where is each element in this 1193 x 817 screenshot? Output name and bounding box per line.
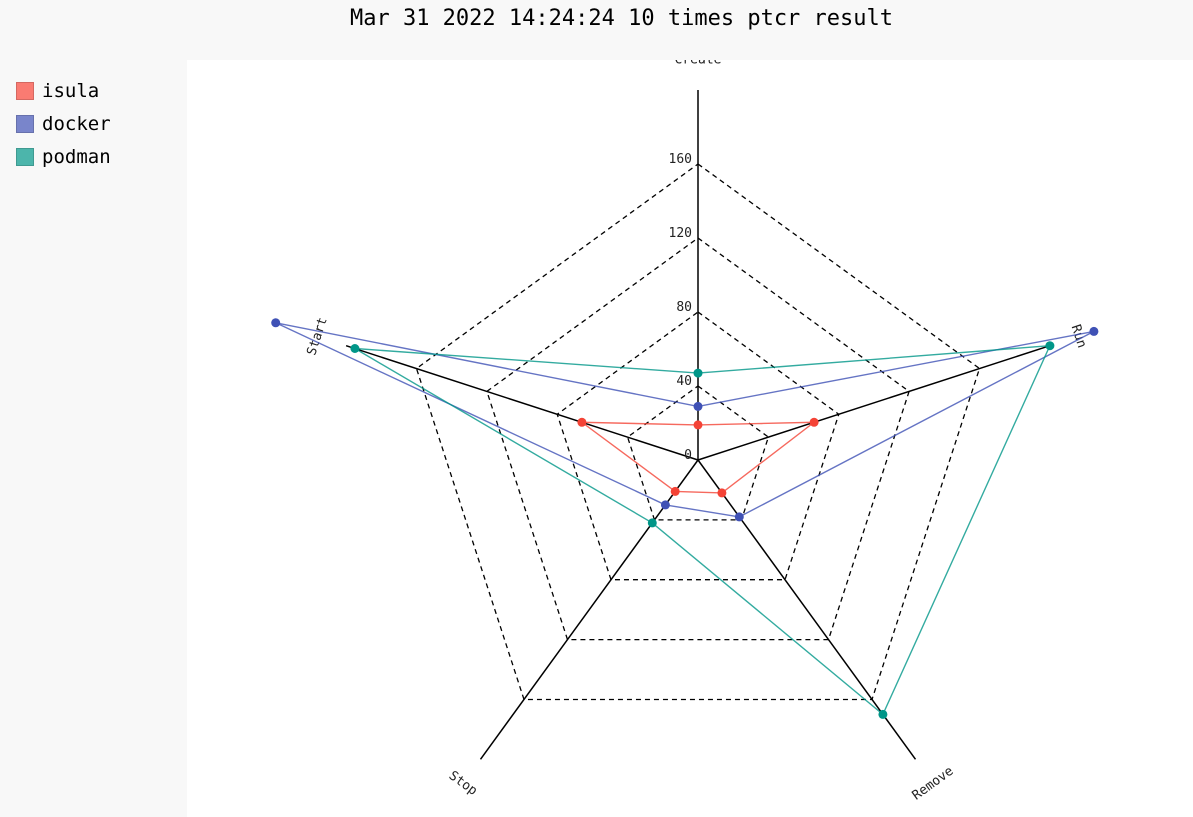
data-point-podman-create [693,368,703,378]
axis-label-start: Start [304,315,330,357]
legend-label: isula [42,79,100,102]
legend-item-isula[interactable]: isula [16,74,111,107]
legend-swatch [16,81,34,100]
series-line-isula [579,421,817,494]
grid-ring-40 [626,385,770,521]
data-point-isula-remove [717,488,727,498]
axis-label-run: Run [1068,323,1090,350]
series-podman [350,341,1055,719]
axis-label-create: Create [675,60,722,68]
series-docker [271,318,1099,522]
legend-label: podman [42,145,111,168]
axis-line-stop [479,459,699,760]
axis-line-start [345,344,699,461]
data-point-docker-remove [734,512,744,522]
series-line-docker [275,322,1095,518]
data-point-isula-create [693,420,703,430]
axis-line-run [697,344,1051,461]
legend-item-docker[interactable]: docker [16,107,111,140]
legend: isula docker podman [16,74,111,173]
tick-label: 160 [669,152,692,167]
grid-ring-80 [556,311,840,581]
grid-ring-120 [486,237,910,641]
tick-label: 80 [676,300,692,315]
data-point-podman-run [1045,341,1055,351]
data-point-docker-start [271,318,281,328]
axis-label-stop: Stop [446,768,480,799]
data-point-isula-stop [670,486,680,496]
data-point-podman-remove [878,709,888,719]
legend-swatch [16,147,34,166]
series-line-podman [354,344,1052,716]
tick-label: 40 [676,374,692,389]
legend-item-podman[interactable]: podman [16,140,111,173]
series-isula [577,417,819,498]
data-point-isula-run [809,417,819,427]
plot-area: Create Run Remove Stop Start 0 40 80 120 160 [187,60,1193,817]
data-point-podman-stop [647,518,657,528]
tick-label: 0 [684,448,692,463]
legend-label: docker [42,112,111,135]
tick-label: 120 [669,226,692,241]
grid-ring-160 [415,163,981,701]
legend-swatch [16,114,34,133]
axis-line-remove [697,459,917,760]
data-point-docker-stop [660,500,670,510]
chart-title: Mar 31 2022 14:24:24 10 times ptcr resul… [349,6,894,31]
axis-label-remove: Remove [910,764,957,804]
data-point-podman-start [350,344,360,353]
radar-chart: Create Run Remove Stop Start 0 40 80 120 160 [271,60,1099,804]
data-point-docker-run [1089,326,1099,336]
data-point-isula-start [577,417,587,427]
data-point-docker-create [693,401,703,411]
